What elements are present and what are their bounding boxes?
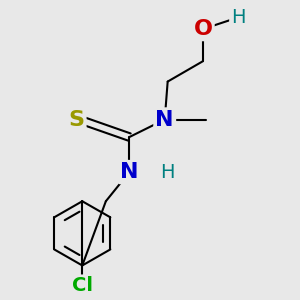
Text: H: H xyxy=(231,8,246,27)
Text: N: N xyxy=(120,162,139,182)
Text: S: S xyxy=(68,110,84,130)
Text: O: O xyxy=(194,19,212,39)
Text: H: H xyxy=(160,163,175,182)
Text: N: N xyxy=(155,110,174,130)
Text: Cl: Cl xyxy=(72,276,93,296)
